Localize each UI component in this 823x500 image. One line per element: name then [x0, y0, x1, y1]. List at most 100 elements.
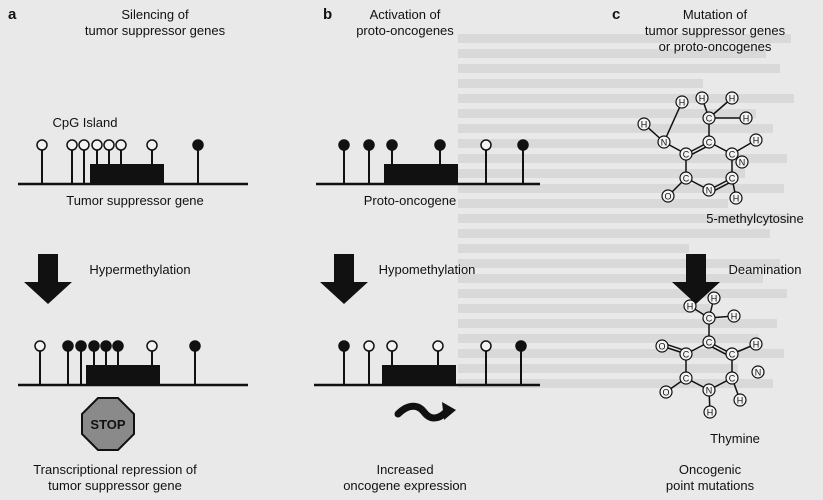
- atom-symbol: O: [664, 192, 671, 202]
- atom-symbol: H: [707, 408, 714, 418]
- panel-c-heading-line2: tumor suppressor genes: [644, 23, 786, 38]
- atom-circle: [675, 95, 689, 109]
- unmethylated-cpg-icon: [78, 139, 90, 151]
- panel-letter-b: b: [323, 6, 333, 23]
- panel-letter-c: c: [612, 6, 621, 23]
- atom-circle: [702, 383, 716, 397]
- tumor-suppressor-gene-methylated: [18, 340, 248, 387]
- panel-c-outcome-line1: Oncogenic: [678, 462, 742, 477]
- methylated-cpg-icon: [192, 139, 204, 151]
- atom-symbol: H: [737, 396, 744, 406]
- panel-b-outcome: Increased oncogene expression: [320, 462, 490, 494]
- atom-symbol: H: [729, 94, 736, 104]
- atom-symbol: N: [661, 138, 668, 148]
- methylated-cpg-icon: [517, 139, 529, 151]
- atom-symbol: N: [706, 186, 713, 196]
- atom-symbol: C: [729, 350, 736, 360]
- bond-line: [663, 101, 683, 143]
- atom-symbol: C: [729, 174, 736, 184]
- background-text-ghost: [458, 28, 808, 488]
- panel-a-outcome-line1: Transcriptional repression of: [33, 462, 197, 477]
- atom-symbol: H: [731, 312, 738, 322]
- methylated-cpg-icon: [75, 340, 87, 352]
- atom-symbol: C: [729, 150, 736, 160]
- atom-symbol: C: [683, 374, 690, 384]
- cpg-island-label: CpG Island: [52, 115, 118, 130]
- panel-b-outcome-line2: oncogene expression: [343, 478, 467, 493]
- atom-symbol: C: [706, 114, 713, 124]
- tumor-suppressor-gene-label: Tumor suppressor gene: [66, 193, 204, 208]
- gene-body-box: [384, 164, 458, 184]
- methylcytosine-label: 5-methylcytosine: [706, 211, 804, 226]
- deamination-label: Deamination: [728, 262, 802, 277]
- unmethylated-cpg-icon: [36, 139, 48, 151]
- methylated-cpg-icon: [386, 139, 398, 151]
- atom-symbol: C: [683, 150, 690, 160]
- atom-symbol: C: [683, 350, 690, 360]
- unmethylated-cpg-icon: [480, 139, 492, 151]
- atom-symbol: H: [687, 302, 694, 312]
- atom-symbol: C: [706, 314, 713, 324]
- atom-circle: [679, 147, 693, 161]
- atom-circle: [739, 111, 753, 125]
- unmethylated-cpg-icon: [34, 340, 46, 352]
- tumor-suppressor-gene-unmethylated: [18, 139, 248, 186]
- panel-a-heading-line1: Silencing of: [121, 7, 189, 22]
- atom-symbol: H: [699, 94, 706, 104]
- methylated-cpg-icon: [62, 340, 74, 352]
- squiggle-arrowhead-icon: [442, 402, 456, 420]
- atom-circle: [733, 393, 747, 407]
- atom-symbol: H: [679, 98, 686, 108]
- atom-circle: [655, 339, 669, 353]
- panel-c-heading: Mutation of tumor suppressor genes or pr…: [620, 7, 810, 55]
- unmethylated-cpg-icon: [66, 139, 78, 151]
- atom-circle: [735, 155, 749, 169]
- atom-symbol: H: [753, 340, 760, 350]
- atom-circle: [725, 171, 739, 185]
- thymine-label: Thymine: [710, 431, 760, 446]
- panel-letter-a: a: [8, 6, 17, 23]
- atom-symbol: O: [658, 342, 665, 352]
- atom-symbol: C: [706, 338, 713, 348]
- methylated-cpg-icon: [515, 340, 527, 352]
- proto-oncogene-label: Proto-oncogene: [363, 193, 457, 208]
- atom-symbol: C: [683, 174, 690, 184]
- atom-circle: [661, 189, 675, 203]
- atom-circle: [707, 291, 721, 305]
- atom-circle: [729, 191, 743, 205]
- panel-b-outcome-line1: Increased: [376, 462, 434, 477]
- unmethylated-cpg-icon: [146, 340, 158, 352]
- atom-circle: [702, 335, 716, 349]
- atom-symbol: N: [755, 368, 762, 378]
- panel-c-outcome: Oncogenic point mutations: [650, 462, 770, 494]
- atom-symbol: C: [706, 138, 713, 148]
- proto-oncogene-methylated: [316, 139, 540, 186]
- methylated-cpg-icon: [112, 340, 124, 352]
- unmethylated-cpg-icon: [103, 139, 115, 151]
- stop-sign-icon: STOP: [81, 397, 135, 451]
- hypermethylation-label: Hypermethylation: [89, 262, 191, 277]
- methylated-cpg-icon: [363, 139, 375, 151]
- unmethylated-cpg-icon: [363, 340, 375, 352]
- atom-symbol: N: [739, 158, 746, 168]
- atom-symbol: N: [706, 386, 713, 396]
- gene-body-box: [86, 365, 160, 385]
- methylated-cpg-icon: [338, 139, 350, 151]
- atom-circle: [702, 311, 716, 325]
- expression-squiggle-arrow-icon: [394, 402, 450, 422]
- gene-body-box: [382, 365, 456, 385]
- panel-b-heading-line1: Activation of: [369, 7, 441, 22]
- methylated-cpg-icon: [189, 340, 201, 352]
- atom-circle: [702, 111, 716, 125]
- unmethylated-cpg-icon: [146, 139, 158, 151]
- unmethylated-cpg-icon: [386, 340, 398, 352]
- down-arrow-icon: [672, 254, 720, 304]
- proto-oncogene-hypomethylated: [314, 340, 540, 387]
- methylated-cpg-icon: [88, 340, 100, 352]
- unmethylated-cpg-icon: [115, 139, 127, 151]
- atom-circle: [679, 171, 693, 185]
- atom-circle: [725, 147, 739, 161]
- methylated-cpg-icon: [100, 340, 112, 352]
